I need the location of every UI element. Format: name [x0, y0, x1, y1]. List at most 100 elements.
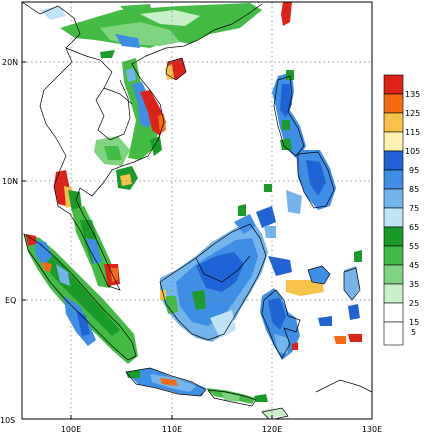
data-region: [254, 394, 268, 402]
legend-label: 105: [405, 147, 420, 156]
coastline: [315, 379, 372, 393]
data-region: [86, 238, 102, 264]
data-region: [115, 34, 140, 48]
data-region: [264, 226, 276, 238]
lat-label-20n: 20N: [2, 58, 18, 67]
data-region: [150, 136, 162, 156]
data-region: [222, 392, 240, 402]
legend-swatch: [383, 131, 404, 152]
lon-label-110e: 110E: [162, 425, 182, 434]
data-region: [100, 50, 115, 58]
coastline: [65, 47, 131, 141]
lat-label-10s: 10S: [0, 416, 15, 425]
data-region: [334, 336, 346, 344]
data-region: [318, 316, 332, 326]
legend-swatch: [383, 93, 404, 114]
data-region: [210, 310, 236, 338]
data-region: [56, 264, 70, 286]
data-region: [120, 174, 132, 186]
legend-swatch: [383, 245, 404, 266]
legend-label: 15: [409, 318, 419, 327]
data-region: [354, 250, 362, 262]
legend-swatch: [383, 302, 404, 323]
data-region: [42, 262, 52, 272]
legend-label: 55: [409, 242, 419, 251]
data-region: [196, 252, 244, 292]
lon-label-120e: 120E: [262, 425, 282, 434]
data-region: [281, 2, 292, 26]
legend-label: 75: [409, 204, 419, 213]
coastline: [195, 255, 251, 283]
data-region: [286, 70, 294, 80]
legend-swatch: [383, 226, 404, 247]
coastline: [307, 265, 331, 285]
legend-swatch: [383, 74, 404, 95]
data-region: [268, 298, 286, 330]
legend-label: 35: [409, 280, 419, 289]
legend-label: 85: [409, 185, 419, 194]
coastline: [207, 389, 257, 407]
legend-label: 65: [409, 223, 419, 232]
legend-swatch: [383, 264, 404, 285]
legend-swatch: [383, 150, 404, 171]
data-region: [348, 304, 360, 320]
lon-label-130e: 130E: [362, 425, 382, 434]
legend-swatch: [383, 169, 404, 190]
coastline: [343, 267, 361, 301]
data-region: [280, 138, 292, 150]
data-region: [256, 206, 276, 228]
data-region: [234, 214, 256, 234]
coastline: [165, 57, 187, 81]
legend-label: 5: [411, 328, 416, 337]
lat-label-10n: 10N: [2, 177, 18, 186]
legend-swatch: [383, 188, 404, 209]
legend-swatch: [383, 112, 404, 133]
coastline: [103, 87, 133, 105]
legend-label: 125: [405, 109, 420, 118]
data-region: [164, 296, 178, 314]
plot-frame: [21, 1, 373, 420]
legend-swatch: [383, 283, 404, 304]
data-region: [160, 378, 178, 386]
data-region: [238, 204, 246, 216]
data-region: [40, 6, 66, 20]
legend-swatch: [383, 321, 404, 346]
data-region: [292, 342, 298, 350]
coastline: [23, 233, 137, 361]
data-region: [274, 334, 288, 354]
legend-swatch: [383, 207, 404, 228]
legend-label: 135: [405, 90, 420, 99]
data-region: [272, 72, 306, 160]
lon-label-100e: 100E: [61, 425, 81, 434]
graticule: [22, 2, 372, 419]
legend-label: 25: [409, 299, 419, 308]
data-region: [286, 280, 324, 296]
coastline: [297, 151, 335, 209]
data-field: [24, 2, 362, 418]
coastline: [159, 223, 267, 341]
data-region: [34, 240, 52, 266]
data-region: [160, 290, 166, 300]
tick-marks: [22, 61, 273, 419]
data-region: [280, 84, 292, 118]
color-legend: 135 125 115 105 95 85 75 65 55 45 35 25 …: [383, 74, 420, 346]
data-region: [104, 146, 122, 160]
data-region: [264, 184, 272, 192]
legend-label: 95: [409, 166, 419, 175]
coastline: [22, 2, 263, 291]
coastline: [261, 407, 289, 419]
data-region: [76, 310, 90, 336]
data-region: [68, 190, 82, 212]
data-region: [286, 190, 302, 214]
data-region: [268, 256, 292, 276]
data-region: [140, 10, 200, 26]
coastline: [125, 367, 207, 397]
data-region: [158, 114, 166, 134]
data-region: [306, 160, 326, 196]
legend-label: 115: [405, 128, 420, 137]
data-region: [348, 334, 362, 342]
data-region: [308, 266, 330, 284]
data-region: [120, 4, 152, 14]
legend-label: 45: [409, 261, 419, 270]
lat-label-eq: EQ: [5, 296, 16, 305]
